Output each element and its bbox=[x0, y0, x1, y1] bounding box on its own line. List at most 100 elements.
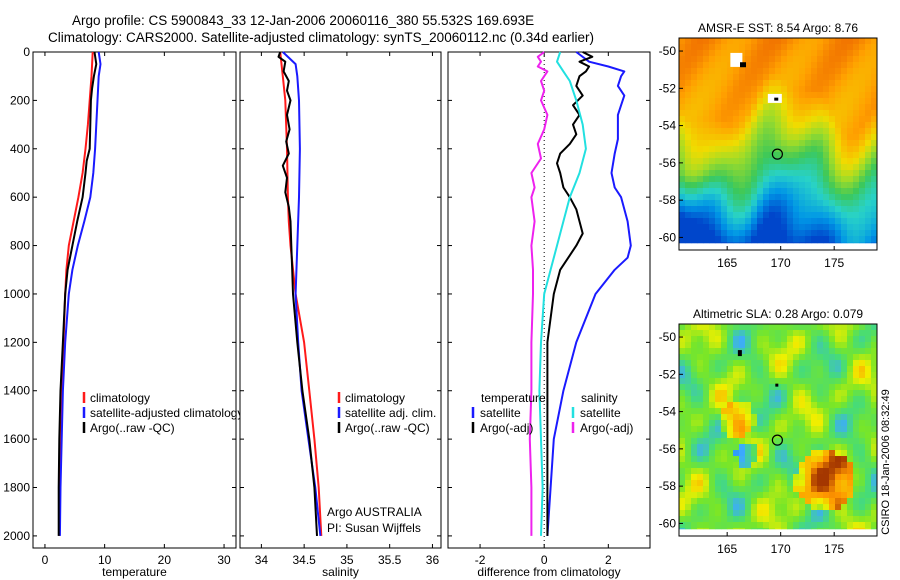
sla-map-cell bbox=[721, 378, 728, 385]
sla-map-cell bbox=[823, 456, 830, 463]
sla-map-cell bbox=[781, 384, 788, 391]
sst-map-cell bbox=[709, 44, 716, 51]
sst-map-cell bbox=[853, 104, 860, 111]
sla-map-cell bbox=[745, 438, 752, 445]
sla-map-cell bbox=[787, 324, 794, 331]
sla-map-cell bbox=[733, 336, 740, 343]
difference-profile-xtick-label: 2 bbox=[605, 553, 612, 567]
sst-map-cell bbox=[829, 140, 836, 147]
sst-map-cell bbox=[865, 146, 872, 153]
sst-map-cell bbox=[715, 146, 722, 153]
sst-map-cell bbox=[799, 80, 806, 87]
sst-map-cell bbox=[811, 194, 818, 201]
sla-map-cell bbox=[679, 498, 686, 505]
sst-map-cell bbox=[859, 98, 866, 105]
float-program-label: Argo AUSTRALIA bbox=[327, 505, 422, 519]
sst-map-cell bbox=[781, 98, 788, 105]
sla-map-cell bbox=[691, 396, 698, 403]
sla-map-cell bbox=[841, 528, 848, 530]
sla-map-cell bbox=[793, 474, 800, 481]
sla-map-cell bbox=[703, 486, 710, 493]
sst-map-cell bbox=[841, 140, 848, 147]
sst-map-cell bbox=[775, 170, 782, 177]
sst-map-cell bbox=[763, 80, 770, 87]
sla-map-cell bbox=[799, 498, 806, 505]
sst-map-cell bbox=[871, 98, 878, 105]
sla-map-cell bbox=[835, 336, 842, 343]
sla-map-cell bbox=[679, 414, 686, 421]
sla-map-cell bbox=[859, 426, 866, 433]
sst-map-cell bbox=[691, 56, 698, 63]
sla-map-cell bbox=[805, 408, 812, 415]
sla-map-field bbox=[679, 324, 878, 530]
sla-map-cell bbox=[865, 372, 872, 379]
sla-map-cell bbox=[841, 504, 848, 511]
sst-map-cell bbox=[721, 68, 728, 75]
sla-map-cell bbox=[865, 462, 872, 469]
sla-map-title: Altimetric SLA: 0.28 Argo: 0.079 bbox=[693, 307, 863, 321]
sla-map-cell bbox=[841, 444, 848, 451]
sst-map-cell bbox=[871, 122, 878, 129]
sla-map-cell bbox=[709, 504, 716, 511]
sla-map-cell bbox=[751, 444, 758, 451]
sla-map-cell bbox=[745, 420, 752, 427]
sla-map-cell bbox=[769, 444, 776, 451]
sst-map-cell bbox=[811, 122, 818, 129]
sst-map-cell bbox=[763, 224, 770, 231]
sst-map-cell bbox=[823, 80, 830, 87]
sst-map-cell bbox=[775, 200, 782, 207]
sla-map-cell bbox=[859, 444, 866, 451]
sst-map-cell bbox=[811, 86, 818, 93]
sst-map-cell bbox=[703, 224, 710, 231]
sst-map-cell bbox=[859, 128, 866, 135]
sla-map-cell bbox=[733, 408, 740, 415]
sst-map-cell bbox=[727, 68, 734, 75]
sst-map-cell bbox=[685, 158, 692, 165]
sst-map-cell bbox=[817, 110, 824, 117]
sla-map-cell bbox=[829, 408, 836, 415]
sla-map-cell bbox=[793, 384, 800, 391]
sst-map-cell bbox=[727, 146, 734, 153]
sst-map-cell bbox=[817, 86, 824, 93]
sla-map-cell bbox=[793, 528, 800, 530]
sst-map-cell bbox=[841, 38, 848, 45]
sst-map-cell bbox=[787, 56, 794, 63]
sst-map-cell bbox=[871, 146, 878, 153]
sst-map-cell bbox=[727, 176, 734, 183]
sst-map-cell bbox=[757, 170, 764, 177]
sla-map-cell bbox=[841, 396, 848, 403]
sst-map-cell bbox=[769, 50, 776, 57]
sla-map-cell bbox=[757, 528, 764, 530]
sla-map-cell bbox=[715, 516, 722, 523]
sla-map-cell bbox=[805, 330, 812, 337]
sst-map-cell bbox=[751, 146, 758, 153]
sla-map-cell bbox=[679, 450, 686, 457]
sst-map-cell bbox=[769, 206, 776, 213]
sla-map-cell bbox=[811, 480, 818, 487]
sla-map-cell bbox=[817, 360, 824, 367]
sla-map-cell bbox=[775, 408, 782, 415]
sst-map-cell bbox=[721, 170, 728, 177]
sla-map-cell bbox=[841, 522, 848, 529]
sst-map-cell bbox=[763, 44, 770, 51]
sst-map-cell bbox=[871, 188, 878, 195]
sst-map-cell bbox=[691, 212, 698, 219]
sst-map-cell bbox=[697, 194, 704, 201]
sla-map-cell bbox=[757, 492, 764, 499]
sst-map-cell bbox=[721, 116, 728, 123]
sst-map-cell bbox=[727, 134, 734, 141]
sla-map-cell bbox=[757, 504, 764, 511]
sla-map-cell bbox=[853, 504, 860, 511]
sst-map-cell bbox=[763, 104, 770, 111]
sst-map-cell bbox=[841, 224, 848, 231]
sla-map-cell bbox=[853, 420, 860, 427]
sla-map-cell bbox=[823, 504, 830, 511]
sla-map-cell bbox=[721, 402, 728, 409]
sla-map-cell bbox=[841, 480, 848, 487]
sla-map-cell bbox=[757, 360, 764, 367]
sst-map-cell bbox=[697, 212, 704, 219]
sla-map-cell bbox=[751, 480, 758, 487]
sst-map-cell bbox=[751, 200, 758, 207]
sst-map-cell bbox=[787, 242, 794, 244]
sla-map-cell bbox=[697, 336, 704, 343]
